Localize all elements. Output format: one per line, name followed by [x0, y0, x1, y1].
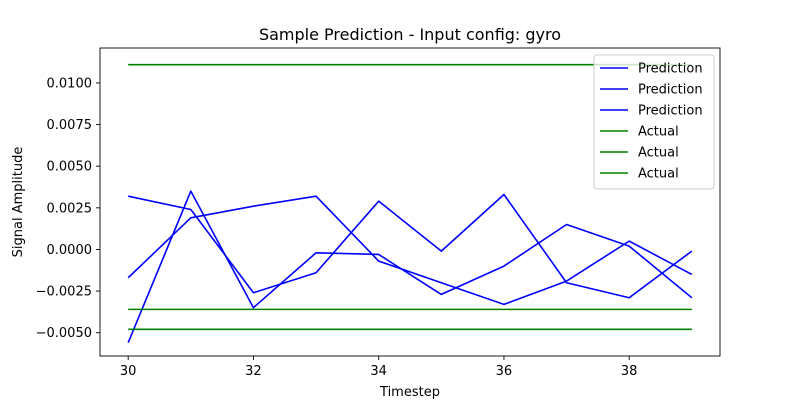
- legend: Prediction Prediction Prediction Actual Actu…: [593, 54, 715, 190]
- x-axis-label: Timestep: [379, 385, 440, 400]
- x-tick-label: 34: [370, 364, 387, 379]
- y-tick-label: −0.0025: [36, 285, 92, 300]
- legend-label: Prediction: [638, 83, 703, 98]
- y-tick-label: 0.0075: [47, 118, 93, 133]
- x-tick-label: 32: [245, 364, 262, 379]
- x-tick-label: 36: [496, 364, 513, 379]
- legend-label: Actual: [638, 146, 679, 161]
- x-tick-label: 38: [621, 364, 638, 379]
- series-line-2-prediction: [127, 195, 693, 306]
- axes-frame: [99, 47, 721, 357]
- legend-label: Prediction: [638, 62, 703, 77]
- legend-label: Prediction: [638, 104, 703, 119]
- y-tick-label: −0.0050: [36, 326, 92, 341]
- legend-label: Actual: [638, 125, 679, 140]
- y-axis-label: Signal Amplitude: [11, 147, 26, 258]
- axes-layer: 30 32 34 36 38 −0.0050 −0.0025 0.0000 0.0025 0.00…: [36, 47, 721, 379]
- y-tick-label: 0.0000: [47, 243, 93, 258]
- y-tick-label: 0.0025: [47, 201, 93, 216]
- chart-title: Sample Prediction - Input config: gyro: [259, 25, 561, 44]
- y-tick-label: 0.0050: [47, 160, 93, 175]
- y-tick-label: 0.0100: [47, 76, 93, 91]
- legend-label: Actual: [638, 167, 679, 182]
- x-tick-label: 30: [120, 364, 137, 379]
- series-line-3-prediction: [127, 190, 693, 343]
